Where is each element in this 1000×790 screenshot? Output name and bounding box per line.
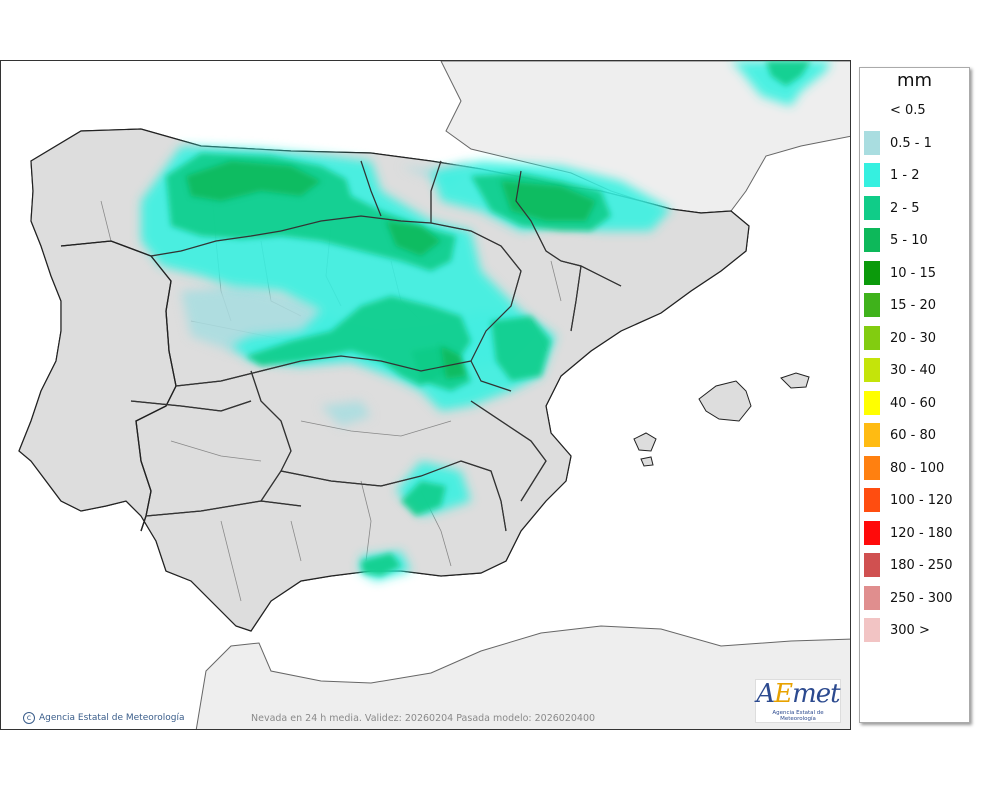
credit-line: c Agencia Estatal de Meteorología <box>23 712 185 724</box>
mallorca <box>698 380 752 422</box>
legend-swatch <box>864 228 880 252</box>
legend-item: 120 - 180 <box>864 520 968 545</box>
legend-swatch <box>864 130 880 155</box>
legend-label: 5 - 10 <box>890 233 928 248</box>
legend-swatch <box>864 163 880 187</box>
legend-item: 15 - 20 <box>864 293 968 317</box>
legend-swatch <box>864 423 880 447</box>
legend-label: 100 - 120 <box>890 493 953 508</box>
legend-unit: mm <box>896 70 933 91</box>
legend-item: 40 - 60 <box>864 390 968 415</box>
legend-label: 120 - 180 <box>890 525 953 541</box>
legend-label: 300 > <box>890 623 930 638</box>
ibiza <box>633 432 657 452</box>
aemet-logo-wordmark: AEmet <box>756 679 840 709</box>
legend-swatch <box>864 585 880 610</box>
legend: mm < 0.5 0.5 - 1 1 - 2 2 - 5 5 - 10 10 - 15 15… <box>859 67 970 723</box>
legend-label: 1 - 2 <box>890 168 920 183</box>
legend-label: 60 - 80 <box>890 428 937 443</box>
africa-land <box>195 625 850 729</box>
legend-item: 2 - 5 <box>864 195 968 220</box>
legend-item: 60 - 80 <box>864 423 968 447</box>
map-canvas <box>18 61 850 729</box>
legend-swatch <box>864 325 880 350</box>
snow-layer-5-10 <box>186 161 596 379</box>
legend-swatch <box>864 260 880 285</box>
legend-label: < 0.5 <box>890 103 926 118</box>
legend-swatch <box>864 195 880 220</box>
legend-item: 80 - 100 <box>864 455 968 480</box>
legend-swatch <box>864 390 880 415</box>
legend-item: 1 - 2 <box>864 163 968 187</box>
legend-item: 5 - 10 <box>864 228 968 252</box>
legend-item: 30 - 40 <box>864 358 968 382</box>
menorca <box>780 372 810 389</box>
legend-item: 20 - 30 <box>864 325 968 350</box>
legend-swatch <box>864 358 880 382</box>
legend-item: 10 - 15 <box>864 260 968 285</box>
aemet-logo: AEmet Agencia Estatal de Meteorología <box>755 679 841 723</box>
legend-label: 0.5 - 1 <box>890 135 932 151</box>
legend-label: 80 - 100 <box>890 460 945 476</box>
legend-label: 250 - 300 <box>890 590 953 606</box>
legend-swatch <box>864 520 880 545</box>
legend-item: 300 > <box>864 618 968 642</box>
legend-item: 0.5 - 1 <box>864 130 968 155</box>
legend-item: < 0.5 <box>864 98 968 122</box>
copyright-icon: c <box>23 712 35 724</box>
legend-swatch <box>864 618 880 642</box>
legend-label: 180 - 250 <box>890 558 953 573</box>
legend-swatch <box>864 553 880 577</box>
credit-text: Agencia Estatal de Meteorología <box>39 713 185 723</box>
legend-label: 10 - 15 <box>890 265 937 281</box>
formentera <box>640 456 654 467</box>
snow-forecast-map: c Agencia Estatal de Meteorología Nevada … <box>0 60 851 730</box>
aemet-logo-subtext: Agencia Estatal de Meteorología <box>772 710 824 722</box>
legend-swatch <box>864 293 880 317</box>
snow-fields <box>141 61 831 581</box>
legend-label: 2 - 5 <box>890 200 920 216</box>
legend-label: 15 - 20 <box>890 298 937 313</box>
legend-swatch <box>864 488 880 512</box>
legend-item: 250 - 300 <box>864 585 968 610</box>
legend-label: 20 - 30 <box>890 330 937 346</box>
legend-item: 180 - 250 <box>864 553 968 577</box>
legend-label: 30 - 40 <box>890 363 937 378</box>
legend-label: 40 - 60 <box>890 395 937 411</box>
map-caption: Nevada en 24 h media. Validez: 20260204 … <box>251 713 596 724</box>
legend-item: 100 - 120 <box>864 488 968 512</box>
legend-swatch <box>864 455 880 480</box>
